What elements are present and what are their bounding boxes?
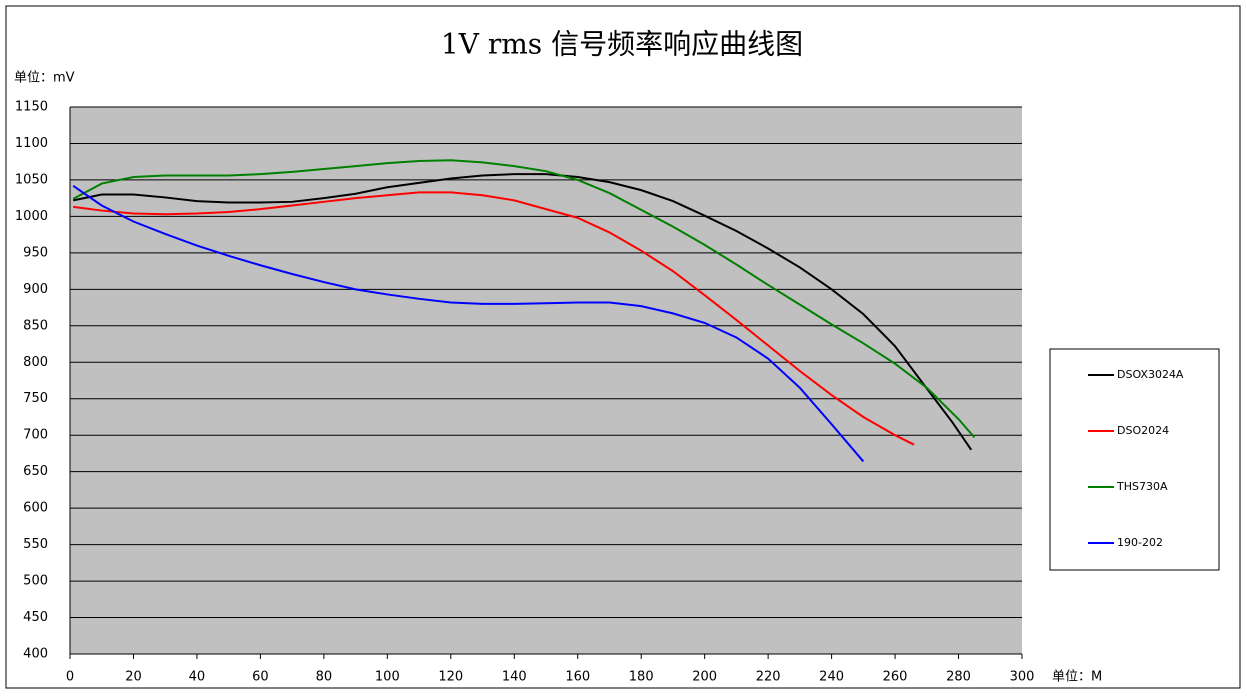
y-tick-label: 1150 [15,100,48,115]
x-tick-label: 300 [1010,670,1035,685]
chart-title: 1V rms 信号频率响应曲线图 [441,28,803,61]
x-tick-label: 280 [946,670,971,685]
x-tick-label: 160 [565,670,590,685]
line [72,173,973,451]
y-tick-label: 850 [23,318,48,333]
line [73,191,915,446]
legend-label: THS730A [1116,480,1168,493]
y-tick-label: 1000 [15,209,48,224]
x-axis-label: 单位：M [1052,670,1102,685]
line [72,184,865,463]
y-tick-label: 1100 [15,136,48,151]
y-tick-label: 950 [23,245,48,260]
y-tick-label: 750 [23,391,48,406]
y-tick-label: 550 [23,537,48,552]
x-tick-label: 80 [316,670,333,685]
x-tick-label: 20 [125,670,142,685]
legend [1049,348,1220,571]
legend-label: 190-202 [1117,536,1163,549]
x-tick-label: 180 [629,670,654,685]
legend-label: DSOX3024A [1117,368,1184,381]
y-tick-label: 450 [23,610,48,625]
y-tick-label: 400 [23,647,48,662]
y-tick-label: 500 [23,574,48,589]
y-tick-label: 650 [23,464,48,479]
y-tick-label: 800 [23,355,48,370]
x-tick-label: 260 [883,670,908,685]
x-tick-label: 200 [692,670,717,685]
x-tick-label: 60 [252,670,269,685]
legend-label: DSO2024 [1117,424,1169,437]
y-tick-label: 1050 [15,172,48,187]
x-tick-label: 40 [189,670,206,685]
x-tick-label: 220 [756,670,781,685]
y-tick-label: 700 [23,428,48,443]
y-tick-label: 600 [23,501,48,516]
y-axis-label: 单位：mV [14,71,75,86]
y-tick-label: 900 [23,282,48,297]
line [72,159,976,439]
x-tick-label: 120 [438,670,463,685]
x-tick-label: 100 [375,670,400,685]
x-tick-label: 140 [502,670,527,685]
x-tick-label: 240 [819,670,844,685]
x-tick-label: 0 [66,670,74,685]
plot-area [70,107,1022,654]
